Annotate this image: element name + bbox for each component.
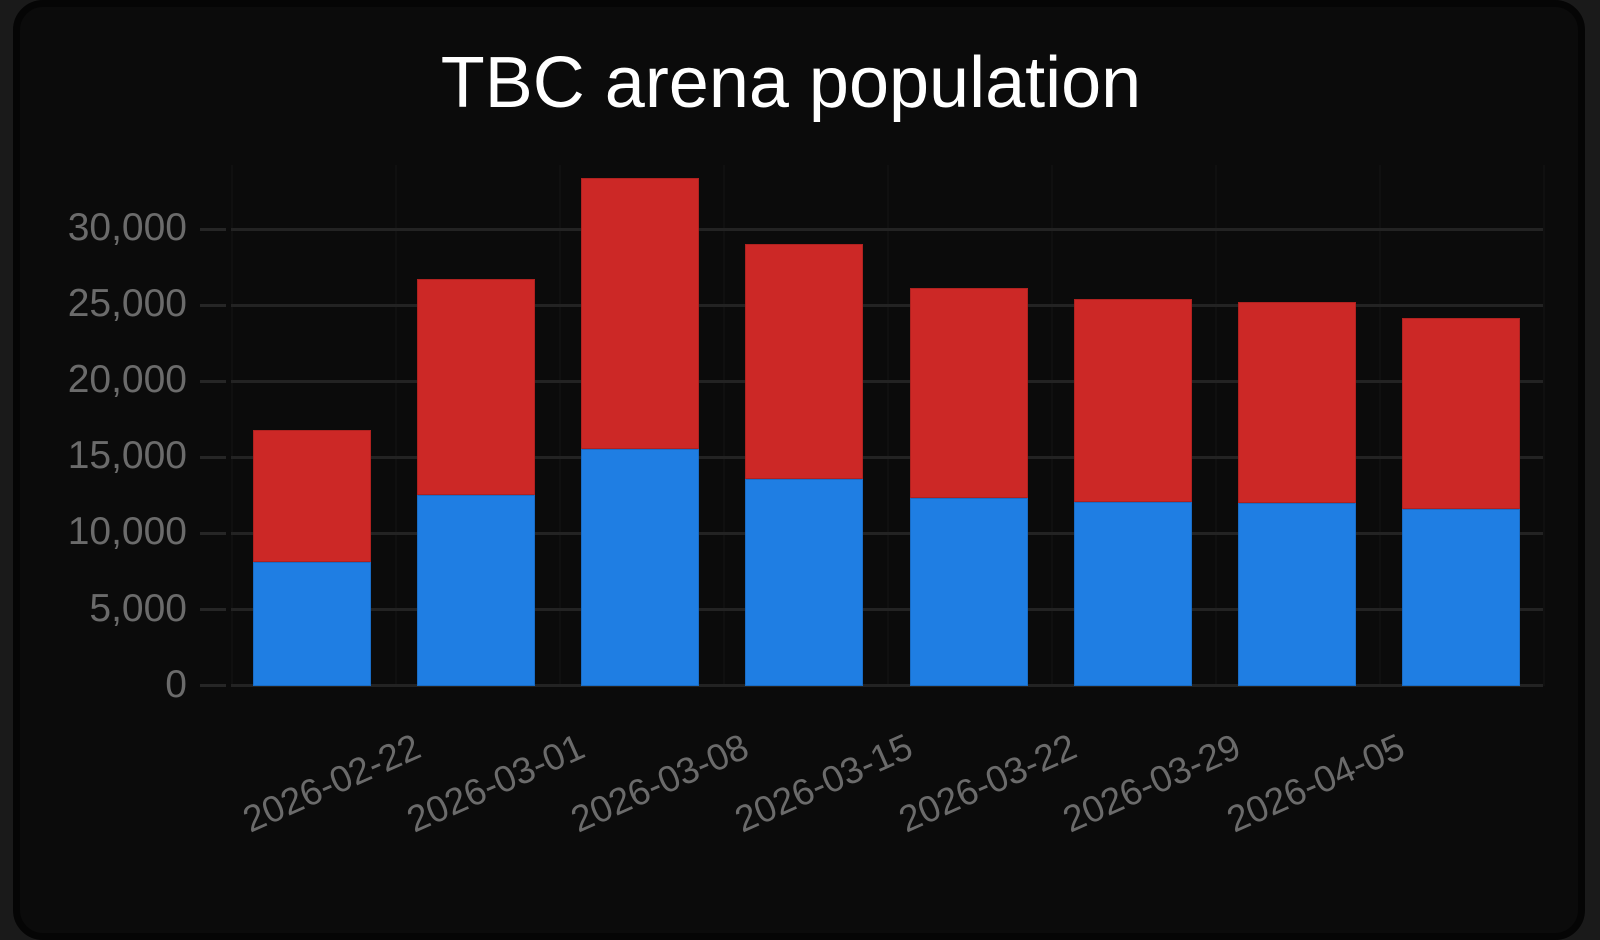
y-tick-label: 15,000 [67,434,187,478]
y-tick-mark [200,455,226,459]
x-tick-label: 2026-03-22 [892,725,1083,841]
horizontal-gridline [231,227,1543,231]
bar-segment-red[interactable] [581,178,700,449]
vertical-gridline [1215,165,1217,686]
bar-segment-red[interactable] [1237,302,1356,504]
vertical-gridline [1543,165,1545,686]
bar-segment-red[interactable] [252,429,371,562]
x-tick-label: 2026-02-22 [236,725,427,841]
y-tick-mark [200,531,226,535]
vertical-gridline [1051,165,1053,686]
x-tick-label: 2026-03-08 [564,725,755,841]
bar-segment-blue[interactable] [252,561,371,686]
vertical-gridline [887,165,889,686]
horizontal-gridline [231,531,1543,535]
bar-segment-blue[interactable] [909,498,1028,686]
horizontal-gridline [231,303,1543,307]
y-tick-mark [200,379,226,383]
bar-chart: 0 5,000 10,000 15,000 20,000 25,000 30,000 2026… [67,165,1545,841]
horizontal-gridline [231,608,1543,612]
y-tick-label: 0 [165,662,187,706]
y-tick-label: 10,000 [67,510,187,554]
x-tick-label: 2026-03-29 [1056,725,1247,841]
bar-segment-blue[interactable] [1402,509,1521,686]
y-tick-mark [200,684,226,688]
horizontal-gridline [231,379,1543,383]
bar-segment-blue[interactable] [745,479,864,686]
bar-segment-red[interactable] [1073,299,1192,502]
x-tick-label: 2026-03-15 [728,725,919,841]
y-tick-mark [200,303,226,307]
bar-segment-blue[interactable] [1237,503,1356,686]
bar-segment-blue[interactable] [581,448,700,686]
y-tick-label: 20,000 [67,358,187,402]
chart-title: TBC arena population [440,43,1142,123]
y-tick-mark [200,608,226,612]
vertical-gridline [1379,165,1381,686]
bar-segment-blue[interactable] [416,494,535,686]
vertical-gridline [395,165,397,686]
y-tick-label: 25,000 [67,282,187,326]
bar-segment-blue[interactable] [1073,501,1192,686]
vertical-gridline [723,165,725,686]
x-tick-label: 2026-04-05 [1220,725,1411,841]
bar-segment-red[interactable] [1402,318,1521,510]
y-tick-label: 30,000 [67,206,187,249]
vertical-gridline [231,165,233,686]
bar-segment-red[interactable] [416,278,535,495]
y-tick-label: 5,000 [89,586,187,630]
bar-segment-red[interactable] [909,288,1028,499]
horizontal-gridline [231,455,1543,459]
bar-segment-red[interactable] [745,244,864,480]
y-tick-mark [200,227,226,231]
x-tick-label: 2026-03-01 [400,725,591,841]
horizontal-gridline [231,684,1543,688]
vertical-gridline [559,165,561,686]
